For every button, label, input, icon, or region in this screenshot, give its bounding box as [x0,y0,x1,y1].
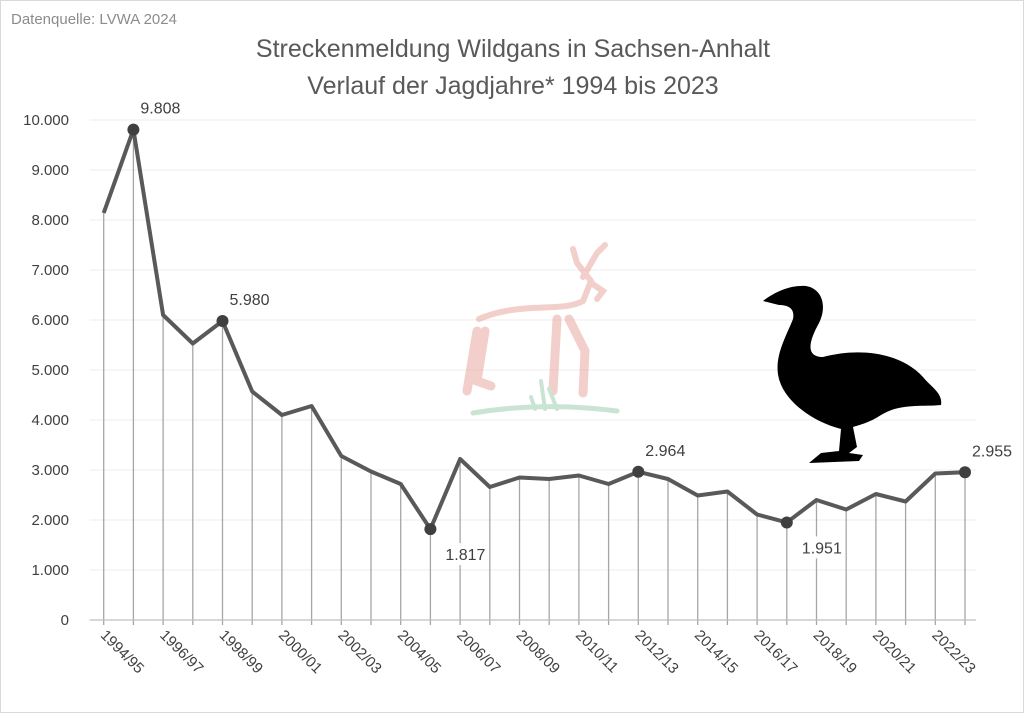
x-tick-label: 2006/07 [453,627,503,677]
x-tick-label: 2020/21 [869,627,919,677]
data-point-marker [216,315,229,327]
x-tick-label: 2008/09 [513,627,563,677]
x-tick-label: 2016/17 [750,627,800,677]
data-point-marker [424,523,437,536]
x-tick-label: 2000/01 [275,627,325,677]
data-point-marker [780,516,793,529]
data-label-background [800,536,845,559]
x-tick-label: 2002/03 [334,627,384,677]
source-note: Datenquelle: LVWA 2024 [11,11,177,28]
chart-title: Streckenmeldung Wildgans in Sachsen-Anha… [1,31,1023,105]
x-tick-label: 1998/99 [216,627,266,677]
deer-logo-icon [462,242,620,416]
x-tick-label: 2018/19 [810,627,860,677]
y-tick-label: 4.000 [31,412,69,429]
y-tick-label: 5.000 [31,362,69,379]
x-tick-label: 2004/05 [394,627,444,677]
data-label-background [444,543,489,566]
y-tick-label: 2.000 [31,512,69,529]
series-line [101,127,966,532]
x-tick-label: 1994/95 [97,627,147,677]
x-tick-label: 2012/13 [631,627,681,677]
data-point-marker [959,466,971,479]
goose-silhouette-icon [763,285,942,463]
title-line-1: Streckenmeldung Wildgans in Sachsen-Anha… [255,35,771,63]
y-tick-label: 1.000 [31,562,69,579]
x-tick-label: 1996/97 [156,627,206,677]
data-label: 5.980 [230,292,270,309]
data-label: 2.955 [972,443,1012,460]
y-tick-label: 8.000 [31,212,69,229]
data-label: 9.808 [140,101,180,118]
data-label: 1.817 [445,547,485,564]
y-tick-label: 9.000 [31,162,69,179]
x-tick-label: 2022/23 [928,627,978,677]
data-point-marker [127,123,140,136]
y-tick-label: 3.000 [31,462,69,479]
y-tick-label: 6.000 [31,312,69,329]
data-label: 1.951 [802,540,842,557]
x-tick-label: 2014/15 [691,627,741,677]
x-tick-label: 2010/11 [572,627,622,677]
data-label: 2.964 [645,443,685,460]
data-point-marker [632,465,645,478]
title-line-2: Verlauf der Jagdjahre* 1994 bis 2023 [307,72,719,100]
y-tick-label: 10.000 [23,112,69,129]
y-tick-label: 0 [61,612,69,629]
y-tick-label: 7.000 [31,262,69,279]
